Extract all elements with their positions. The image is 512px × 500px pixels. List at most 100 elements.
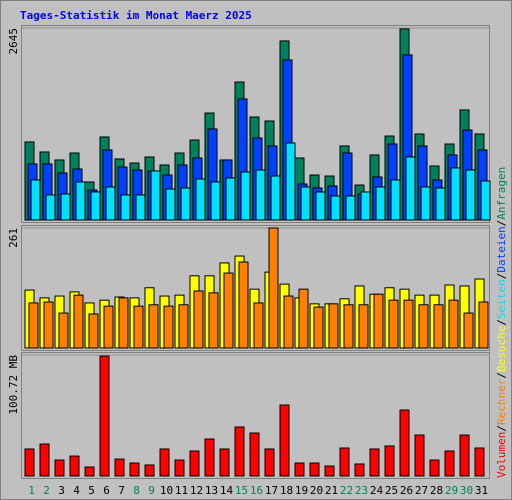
bar: [204, 438, 215, 477]
bar: [474, 447, 485, 477]
bar: [255, 169, 266, 221]
x-tick-label: 18: [280, 484, 293, 497]
bar: [69, 455, 80, 477]
legend-item: Volumen: [495, 432, 508, 478]
bar: [339, 447, 350, 477]
bar: [313, 306, 324, 349]
chart-title: Tages-Statistik im Monat Maerz 2025: [20, 9, 252, 22]
bar: [388, 299, 399, 349]
bar: [58, 312, 69, 349]
legend-separator: /: [495, 220, 508, 227]
bar: [345, 195, 356, 221]
bar: [45, 194, 56, 221]
bar: [43, 301, 54, 349]
x-tick-label: 15: [235, 484, 248, 497]
x-tick-label: 5: [88, 484, 95, 497]
bar: [174, 459, 185, 477]
legend-item: Rechner: [495, 378, 508, 425]
bar: [210, 181, 221, 221]
x-tick-label: 17: [265, 484, 278, 497]
bar: [330, 195, 341, 221]
x-tick-label: 20: [310, 484, 323, 497]
bar: [178, 304, 189, 349]
bar: [195, 178, 206, 221]
bar: [253, 302, 264, 349]
x-tick-label: 31: [475, 484, 488, 497]
bar: [159, 448, 170, 477]
bar: [219, 448, 230, 477]
bar: [358, 304, 369, 349]
bar: [180, 187, 191, 221]
bar: [118, 297, 129, 349]
bar: [435, 187, 446, 221]
bar: [60, 193, 71, 221]
x-tick-label: 3: [58, 484, 65, 497]
legend-separator: /: [495, 273, 508, 280]
bar: [75, 181, 86, 221]
bar: [264, 448, 275, 477]
bar: [450, 167, 461, 221]
bar: [225, 177, 236, 221]
bar: [73, 294, 84, 349]
bar: [39, 443, 50, 477]
x-tick-label: 28: [430, 484, 443, 497]
x-tick-label: 6: [103, 484, 110, 497]
bar: [478, 301, 489, 349]
bar: [418, 304, 429, 349]
bar: [328, 303, 339, 349]
bar: [298, 288, 309, 349]
bar: [234, 426, 245, 477]
y-tick-label: 100.72 MB: [7, 355, 20, 415]
bar: [208, 292, 219, 349]
y-tick-label: 2645: [7, 28, 20, 55]
bar: [375, 186, 386, 221]
legend-item: Seiten: [495, 279, 508, 319]
bar: [24, 448, 35, 477]
bar: [373, 293, 384, 349]
bar: [148, 304, 159, 349]
bar: [480, 180, 491, 221]
x-tick-label: 13: [205, 484, 218, 497]
bar: [84, 466, 95, 477]
bar: [120, 194, 131, 221]
bar: [324, 465, 335, 477]
bar: [429, 459, 440, 477]
bar: [384, 445, 395, 477]
legend-item: Anfragen: [495, 167, 508, 220]
bar: [54, 459, 65, 477]
bar: [459, 434, 470, 477]
x-tick-label: 2: [43, 484, 50, 497]
bar: [240, 171, 251, 221]
x-tick-label: 7: [118, 484, 125, 497]
bar: [354, 463, 365, 477]
bar: [465, 169, 476, 221]
bar: [163, 305, 174, 349]
bar: [369, 448, 380, 477]
bar: [193, 290, 204, 349]
bar: [165, 188, 176, 221]
x-tick-label: 12: [190, 484, 203, 497]
bar: [343, 304, 354, 349]
legend-separator: /: [495, 372, 508, 379]
bar: [105, 186, 116, 221]
bar: [133, 305, 144, 349]
legend-item: Besuche: [495, 326, 508, 372]
x-tick-label: 8: [133, 484, 140, 497]
x-tick-label: 24: [370, 484, 384, 497]
bar: [135, 194, 146, 221]
x-tick-label: 9: [148, 484, 155, 497]
x-tick-label: 23: [355, 484, 368, 497]
bar: [268, 227, 279, 349]
x-tick-label: 10: [160, 484, 173, 497]
x-tick-label: 26: [400, 484, 413, 497]
bar: [448, 299, 459, 349]
legend-item: Dateien: [495, 226, 508, 272]
bar: [88, 313, 99, 349]
x-tick-label: 16: [250, 484, 263, 497]
bar: [99, 355, 110, 477]
legend-separator: /: [495, 319, 508, 326]
bar: [114, 458, 125, 477]
bar: [90, 191, 101, 221]
bar: [444, 450, 455, 477]
bar: [420, 186, 431, 221]
